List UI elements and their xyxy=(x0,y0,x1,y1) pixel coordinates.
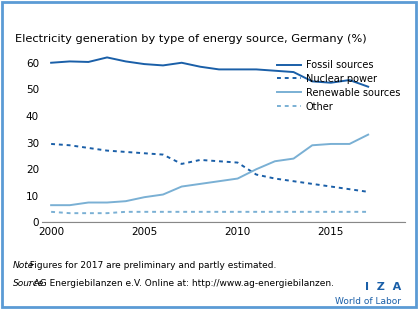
Text: : AG Energiebilanzen e.V. Online at: http://www.ag-energiebilanzen.: : AG Energiebilanzen e.V. Online at: htt… xyxy=(28,279,334,288)
Text: Note: Note xyxy=(13,261,34,270)
Text: World of Labor: World of Labor xyxy=(335,297,401,306)
Text: I  Z  A: I Z A xyxy=(365,282,401,292)
Text: Electricity generation by type of energy source, Germany (%): Electricity generation by type of energy… xyxy=(15,35,366,44)
Legend: Fossil sources, Nuclear power, Renewable sources, Other: Fossil sources, Nuclear power, Renewable… xyxy=(273,56,404,116)
Text: : Figures for 2017 are preliminary and partly estimated.: : Figures for 2017 are preliminary and p… xyxy=(24,261,277,270)
Text: Source: Source xyxy=(13,279,44,288)
